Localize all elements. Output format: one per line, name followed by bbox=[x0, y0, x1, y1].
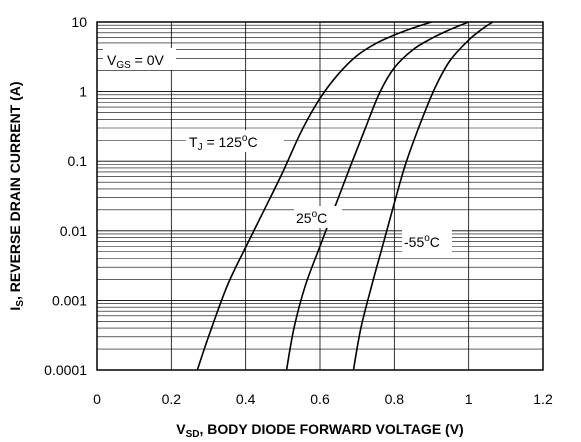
x-tick-label: 0.2 bbox=[162, 391, 182, 407]
x-tick-label: 0.6 bbox=[310, 391, 330, 407]
y-tick-label: 0.0001 bbox=[44, 362, 87, 378]
y-axis-title-main: I bbox=[7, 307, 23, 311]
condition-label-bg bbox=[103, 48, 176, 70]
series-label-0-sub: J bbox=[198, 142, 203, 153]
x-axis-title-main: V bbox=[176, 421, 186, 437]
x-tick-label: 1.2 bbox=[533, 391, 553, 407]
y-tick-label: 0.01 bbox=[60, 223, 87, 239]
series-label-1-sup: o bbox=[312, 209, 318, 220]
curves bbox=[196, 21, 494, 371]
condition-rest: = 0V bbox=[131, 52, 165, 68]
condition-main: V bbox=[107, 52, 117, 68]
x-axis-title: VSD, BODY DIODE FORWARD VOLTAGE (V) bbox=[176, 421, 463, 440]
series-label-0-sup: o bbox=[242, 133, 248, 144]
grid bbox=[96, 22, 544, 371]
series-label-1-end: C bbox=[317, 210, 327, 226]
series-line-2 bbox=[352, 21, 494, 371]
series-line-1 bbox=[285, 21, 469, 371]
series-label-0-end: C bbox=[247, 134, 257, 150]
condition-label: VGS = 0V bbox=[107, 52, 165, 71]
y-tick-label: 0.1 bbox=[68, 153, 88, 169]
x-tick-label: 0.8 bbox=[385, 391, 405, 407]
x-axis-title-rest: , BODY DIODE FORWARD VOLTAGE (V) bbox=[200, 421, 464, 437]
y-tick-labels: 0.0001 0.001 0.01 0.1 1 10 bbox=[44, 14, 87, 378]
series-label-1: 25oC bbox=[296, 209, 327, 226]
series-label-bg-0 bbox=[186, 130, 284, 152]
series-label-2-rest: -55 bbox=[404, 234, 424, 250]
x-axis-title-sub: SD bbox=[186, 429, 200, 440]
x-tick-label: 0 bbox=[93, 391, 101, 407]
x-tick-label: 1 bbox=[465, 391, 473, 407]
x-tick-label: 0.4 bbox=[236, 391, 256, 407]
y-axis-title-sub: S bbox=[15, 300, 26, 307]
series-label-2-sup: o bbox=[424, 233, 430, 244]
y-axis-title: IS, REVERSE DRAIN CURRENT (A) bbox=[7, 81, 26, 310]
series-label-2: -55oC bbox=[404, 233, 440, 250]
series-label-0: TJ = 125oC bbox=[189, 133, 258, 153]
series-label-bg-2 bbox=[402, 230, 452, 252]
series-line-0 bbox=[196, 21, 432, 371]
y-tick-label: 0.001 bbox=[52, 292, 87, 308]
y-tick-label: 1 bbox=[79, 84, 87, 100]
series-label-0-rest: = 125 bbox=[203, 134, 243, 150]
condition-sub: GS bbox=[116, 60, 131, 71]
series-label-1-rest: 25 bbox=[296, 210, 312, 226]
series-label-2-end: C bbox=[430, 234, 440, 250]
plot-frame bbox=[96, 21, 544, 371]
series-label-bg-1 bbox=[294, 206, 342, 228]
series-label-0-main: T bbox=[189, 134, 198, 150]
x-tick-labels: 0 0.2 0.4 0.6 0.8 1 1.2 bbox=[93, 391, 553, 407]
y-tick-label: 10 bbox=[71, 14, 87, 30]
y-axis-title-rest: , REVERSE DRAIN CURRENT (A) bbox=[7, 81, 23, 300]
